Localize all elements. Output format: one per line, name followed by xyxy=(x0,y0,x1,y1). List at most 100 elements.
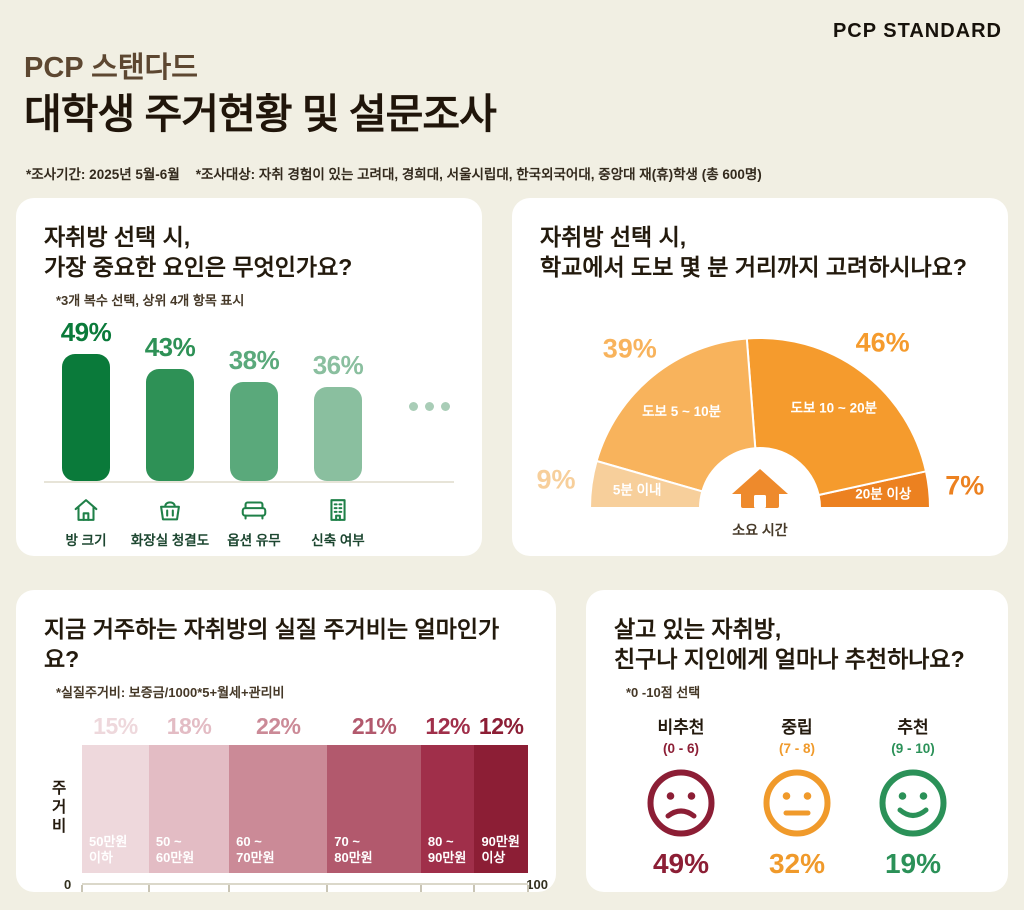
bar-category: 옵션 유무 xyxy=(212,495,296,549)
house-icon xyxy=(732,469,788,508)
sofa-icon xyxy=(239,495,269,525)
bar xyxy=(146,368,194,481)
cost-bar: 50만원 이하 50 ~ 60만원 60 ~ 70만원 70 ~ 80만원 80 ~ 9… xyxy=(82,744,528,873)
bar-category-label: 신축 여부 xyxy=(311,532,365,548)
recommend-item: 중립 (7 - 8) 32% xyxy=(742,713,852,880)
cost-percent-label: 21% xyxy=(351,712,397,739)
bar-category: 방 크기 xyxy=(44,495,128,549)
axis-max-label: 100 xyxy=(526,876,548,892)
bar-category-label: 방 크기 xyxy=(65,532,107,548)
card-title: 자취방 선택 시, 학교에서 도보 몇 분 거리까지 고려하시나요? xyxy=(540,222,980,283)
dot xyxy=(425,402,434,411)
card-title-line: 가장 중요한 요인은 무엇인가요? xyxy=(44,254,353,281)
card-title-line: 자취방 선택 시, xyxy=(44,224,191,250)
recommend-label: 비추천 xyxy=(657,717,705,737)
frown-face-icon xyxy=(647,769,715,837)
bar-category: 화장실 청결도 xyxy=(128,495,212,549)
cost-percent-row: 15% 18% 22% 21% 12% 12% xyxy=(82,713,528,745)
bar-column: 43% xyxy=(128,332,212,481)
axis-min-label: 0 xyxy=(64,876,72,892)
bar-value-label: 43% xyxy=(144,331,196,362)
cost-segment: 50만원 이하 xyxy=(82,744,149,873)
axis-tick xyxy=(147,884,150,892)
cost-segment-label: 50 ~ 60만원 xyxy=(155,834,195,866)
cost-segment: 50 ~ 60만원 xyxy=(148,744,230,873)
bar-column: 36% xyxy=(296,350,380,481)
recommend-item: 추천 (9 - 10) 19% xyxy=(858,713,968,880)
gauge-segment-label: 도보 5 ~ 10분 xyxy=(642,404,722,419)
recommend-percent: 32% xyxy=(768,847,826,879)
gauge-segment-label: 도보 10 ~ 20분 xyxy=(791,400,878,415)
axis-tick xyxy=(527,884,529,892)
cost-segment: 80 ~ 90만원 xyxy=(420,744,475,873)
building-icon xyxy=(323,495,353,525)
bar-category-label: 화장실 청결도 xyxy=(130,532,210,548)
recommend-percent: 19% xyxy=(884,847,942,879)
card-subtitle: *실질주거비: 보증금/1000*5+월세+관리비 xyxy=(56,684,285,700)
x-axis: 0 100 xyxy=(64,877,548,899)
recommend-label: 추천 xyxy=(897,717,929,737)
cost-percent-label: 12% xyxy=(478,712,524,739)
cost-segment-label: 60 ~ 70만원 xyxy=(236,834,275,866)
bar-category-label: 옵션 유무 xyxy=(227,532,281,548)
cost-percent-label: 12% xyxy=(425,712,470,739)
bar xyxy=(314,386,362,481)
gauge-percent-label: 39% xyxy=(603,333,657,363)
card-subtitle: *0 -10점 선택 xyxy=(626,684,701,700)
cost-segment: 90만원 이상 xyxy=(474,744,528,873)
cost-segment-label: 80 ~ 90만원 xyxy=(427,834,467,866)
page-title: 대학생 주거현황 및 설문조사 xyxy=(24,91,497,137)
axis-tick xyxy=(81,884,83,892)
bar-column: 49% xyxy=(44,317,128,481)
bar-value-label: 38% xyxy=(228,344,280,375)
neutral-face-icon xyxy=(763,769,831,837)
gauge-segment xyxy=(588,459,704,509)
card-title-line: 살고 있는 자취방, xyxy=(614,616,782,642)
cost-segment: 60 ~ 70만원 xyxy=(229,744,328,873)
card-title-line: 친구나 지인에게 얼마나 추천하나요? xyxy=(614,646,965,673)
house-icon xyxy=(71,495,101,525)
axis-tick xyxy=(473,884,476,892)
bar-categories: 방 크기 화장실 청결도 옵션 유무 신축 여부 xyxy=(44,495,454,549)
survey-note: *조사기간: 2025년 5월-6월 *조사대상: 자취 경험이 있는 고려대,… xyxy=(26,163,762,183)
bar-chart: 49% 43% 38% 36% xyxy=(44,317,454,481)
emoji-scale: 비추천 (0 - 6) 49% 중립 (7 - 8) 32% 추천 (9 - 10) 19% xyxy=(614,713,980,880)
card-important-factors: 자취방 선택 시, 가장 중요한 요인은 무엇인가요? *3개 복수 선택, 상… xyxy=(16,198,482,556)
bar-value-label: 36% xyxy=(312,349,364,380)
card-title: 자취방 선택 시, 가장 중요한 요인은 무엇인가요? xyxy=(44,222,454,283)
cost-segment-label: 70 ~ 80만원 xyxy=(334,834,373,866)
dot xyxy=(409,402,418,411)
bar-column: 38% xyxy=(212,345,296,481)
gauge-caption: 소요 시간 xyxy=(732,522,788,538)
bar-category: 신축 여부 xyxy=(296,495,380,549)
cost-percent-label: 22% xyxy=(255,712,301,739)
gauge-percent-label: 46% xyxy=(856,328,910,358)
more-items-dots xyxy=(409,402,450,411)
chart-baseline xyxy=(44,480,454,483)
smile-face-icon xyxy=(879,769,947,837)
cost-percent-label: 15% xyxy=(93,712,138,739)
bar xyxy=(62,353,110,481)
card-title-line: 자취방 선택 시, xyxy=(540,224,687,250)
basket-icon xyxy=(155,495,185,525)
recommend-range: (9 - 10) xyxy=(891,740,935,756)
survey-period: *조사기간: 2025년 5월-6월 xyxy=(26,167,180,182)
card-housing-cost: 지금 거주하는 자취방의 실질 주거비는 얼마인가요? *실질주거비: 보증금/… xyxy=(16,590,556,892)
recommend-label: 중립 xyxy=(781,717,813,737)
card-recommendation: 살고 있는 자취방, 친구나 지인에게 얼마나 추천하나요? *0 -10점 선… xyxy=(586,590,1008,892)
card-subtitle: *3개 복수 선택, 상위 4개 항목 표시 xyxy=(56,292,245,308)
bar xyxy=(230,381,278,481)
half-donut-chart: 소요 시간 5분 이내 9% 도보 5 ~ 10분 39% 도보 10 ~ 20분 46%… xyxy=(536,328,984,539)
brand-wordmark: PCP STANDARD xyxy=(832,20,1002,42)
gauge-segment xyxy=(745,337,928,497)
cost-segment: 70 ~ 80만원 xyxy=(327,744,421,873)
gauge-segment-label: 20분 이상 xyxy=(855,486,912,502)
card-title: 지금 거주하는 자취방의 실질 주거비는 얼마인가요? xyxy=(44,614,528,675)
cost-segment-label: 50만원 이하 xyxy=(89,834,128,866)
gauge-segment xyxy=(817,470,932,509)
survey-target: *조사대상: 자취 경험이 있는 고려대, 경희대, 서울시립대, 한국외국어대… xyxy=(195,167,762,182)
axis-tick xyxy=(228,884,231,892)
